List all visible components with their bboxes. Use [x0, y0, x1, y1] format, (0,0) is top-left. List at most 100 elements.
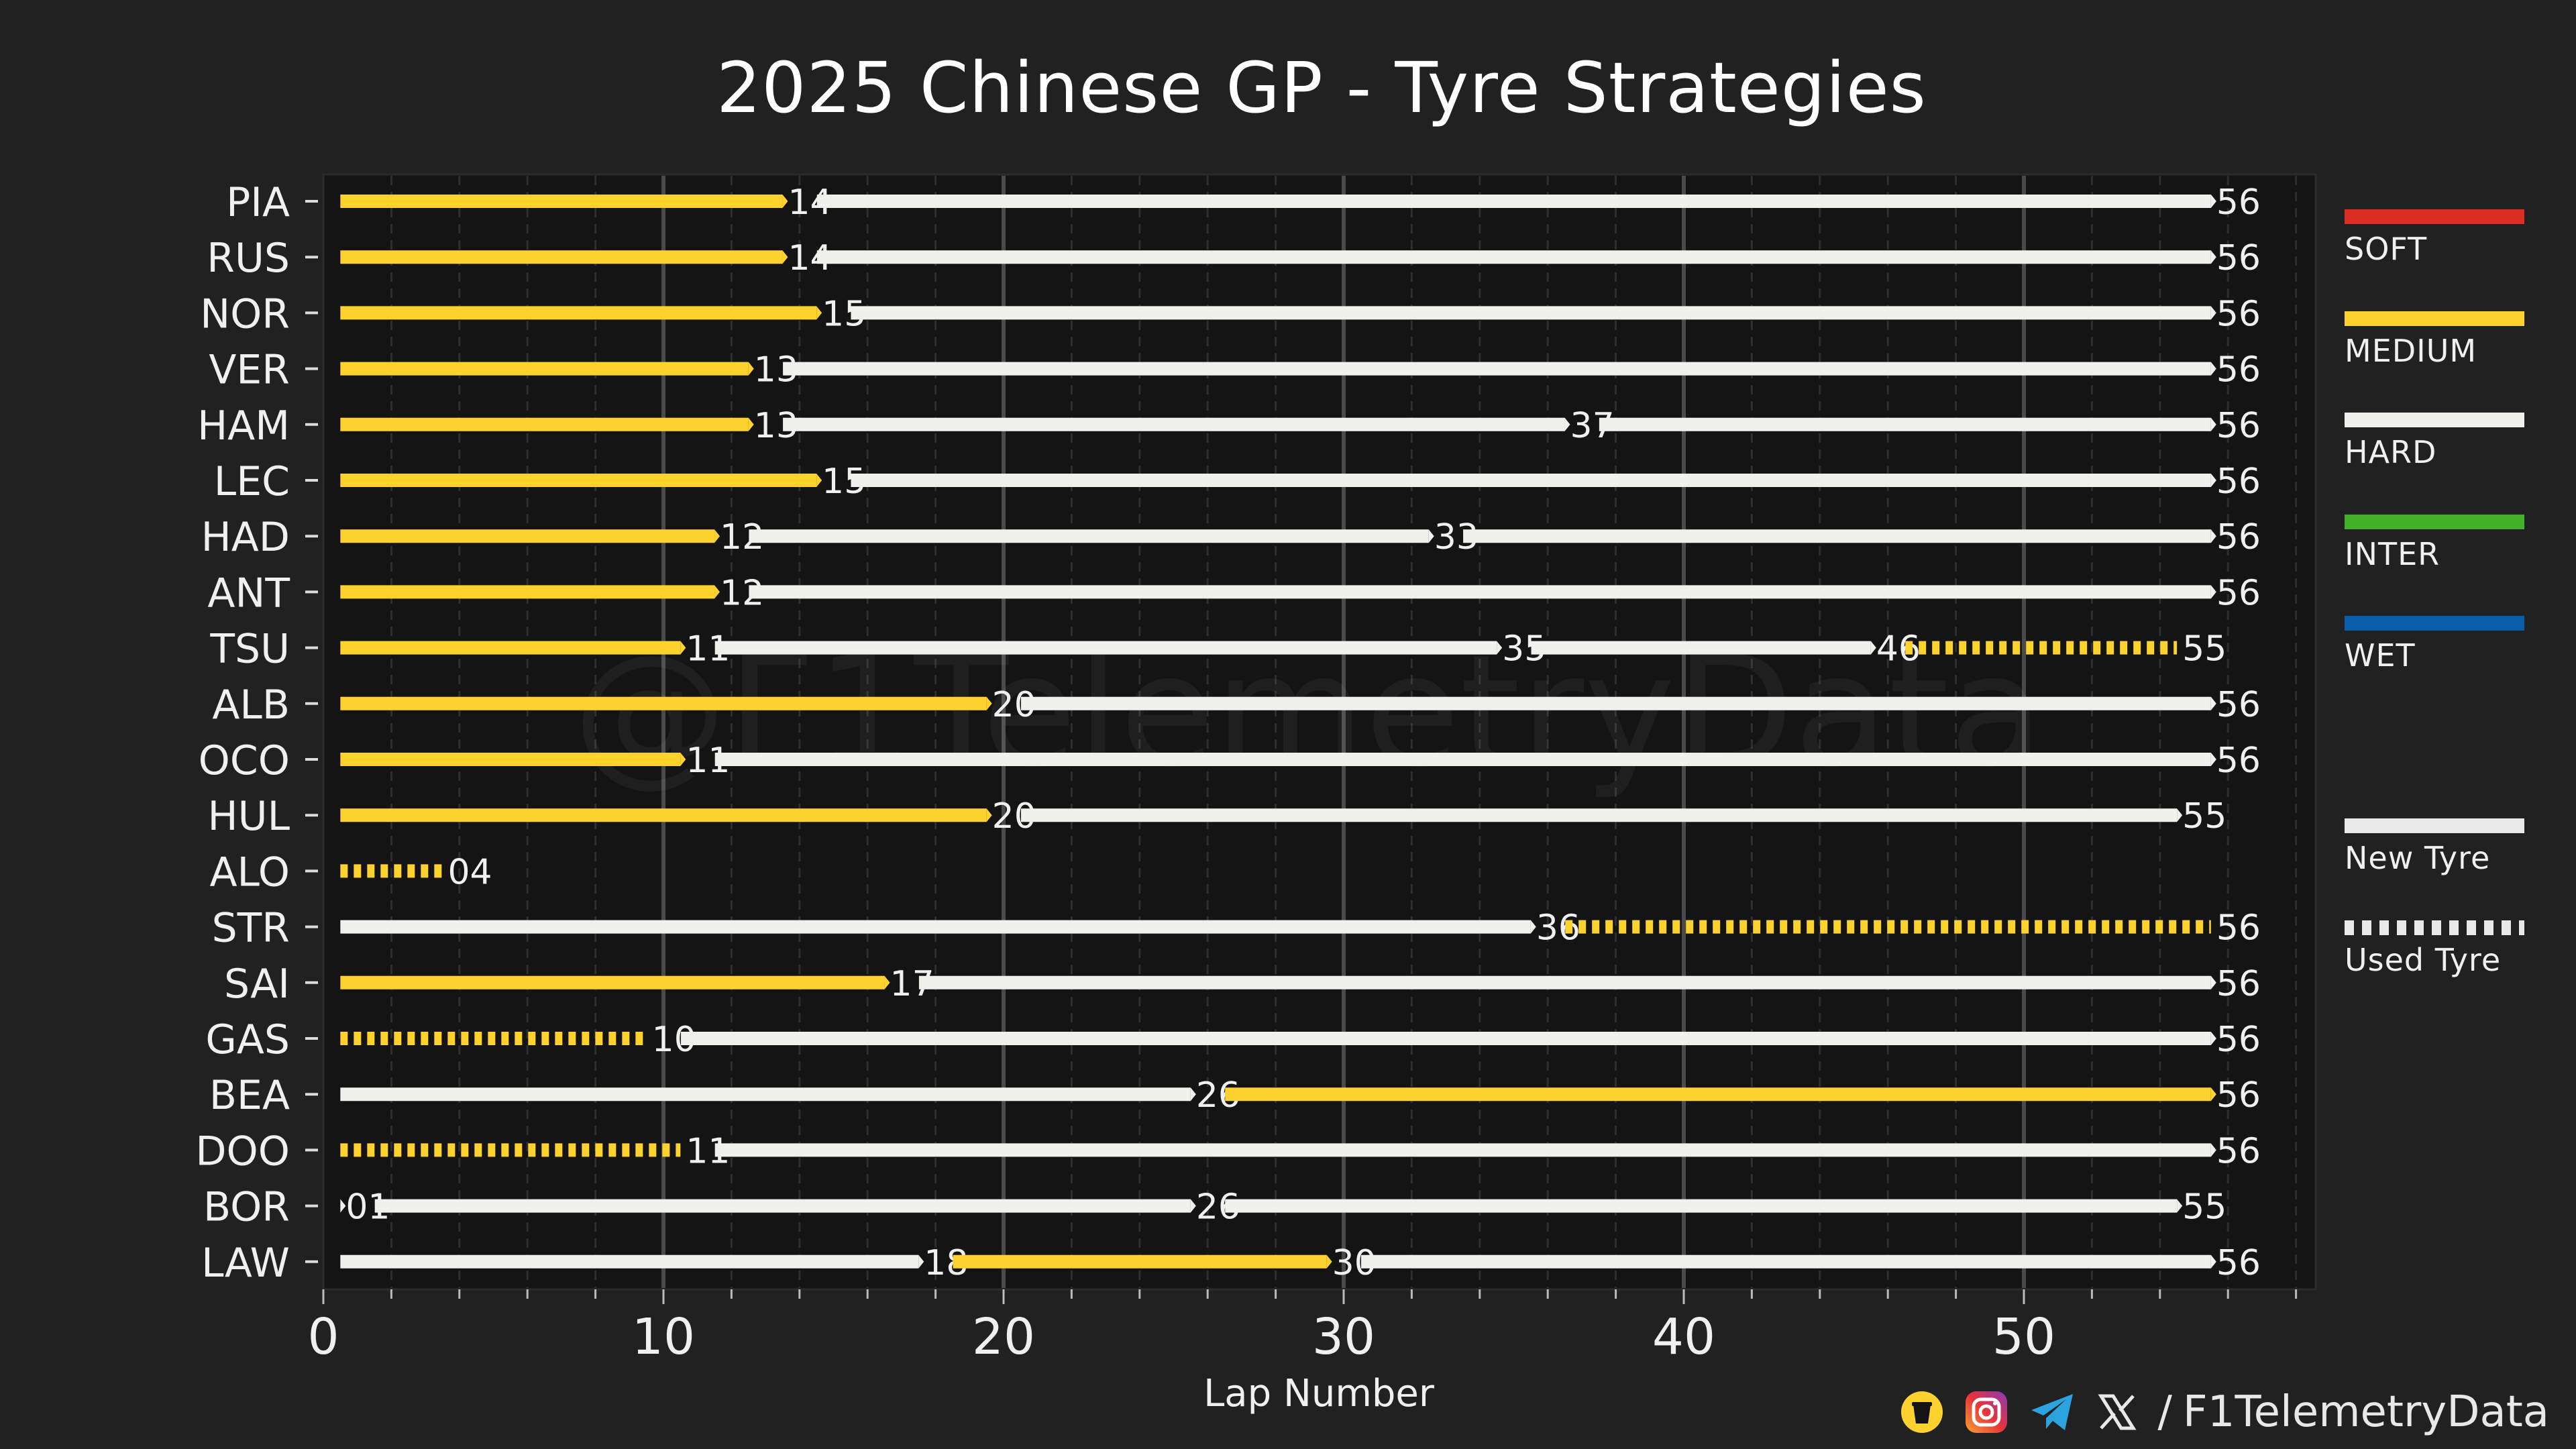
x-tick-label: 20	[972, 1308, 1035, 1366]
x-tick-label: 10	[632, 1308, 695, 1366]
stint-end-label: 55	[2182, 629, 2226, 669]
stint-end-label: 56	[2216, 350, 2261, 390]
legend-item-hard: HARD	[2345, 413, 2532, 470]
footer-separator: /	[2157, 1387, 2172, 1437]
stint-bar-tip	[680, 641, 686, 655]
stint-end-label: 56	[2216, 1243, 2261, 1283]
stint-bar-tip	[2210, 975, 2216, 989]
legend-label-hard: HARD	[2345, 434, 2437, 470]
stint-bar-tip	[680, 753, 686, 766]
stint-bar-tip	[1530, 920, 1536, 934]
instagram-icon[interactable]	[1964, 1390, 2008, 1434]
legend-swatch-wet	[2345, 616, 2524, 631]
legend-swatch-medium	[2345, 311, 2524, 326]
legend-swatch-inter	[2345, 515, 2524, 529]
stint-end-label: 56	[2216, 908, 2261, 949]
stint-bar-tip	[816, 474, 822, 487]
legend-item-new-tyre: New Tyre	[2345, 818, 2532, 876]
stint-bar-tip	[714, 585, 720, 599]
stint-bar-tip	[1190, 1199, 1196, 1213]
stint-bar-tip	[2210, 362, 2216, 376]
y-tick-label: GAS	[205, 1016, 290, 1063]
stint-end-label: 04	[447, 852, 492, 892]
stint-bar-tip	[1870, 641, 1876, 655]
stint-end-label: 56	[2216, 517, 2261, 557]
legend-swatch-new-tyre	[2345, 818, 2524, 833]
stint-end-label: 36	[1536, 908, 1580, 949]
stint-bar-tip	[2210, 585, 2216, 599]
stint-bar-tip	[918, 1254, 924, 1269]
x-tick-label: 40	[1652, 1308, 1715, 1366]
stint-end-label: 46	[1876, 629, 1921, 669]
y-tick-label: VER	[209, 347, 290, 394]
y-tick-label: HAM	[197, 402, 290, 449]
stint-bar-tip	[2210, 696, 2216, 710]
stint-bar-tip	[2210, 1143, 2216, 1157]
stint-end-label: 56	[2216, 1020, 2261, 1060]
stint-bar-tip	[2210, 1254, 2216, 1269]
y-tick-label: PIA	[226, 179, 290, 226]
legend-item-wet: WET	[2345, 616, 2532, 674]
legend-label-new-tyre: New Tyre	[2345, 840, 2491, 876]
x-axis-label: Lap Number	[1203, 1372, 1435, 1415]
y-tick-label: DOO	[195, 1128, 290, 1175]
stint-end-label: 55	[2182, 1187, 2226, 1228]
stint-bar-tip	[2210, 529, 2216, 543]
y-tick-label: RUS	[207, 235, 290, 282]
y-tick-label: BOR	[203, 1184, 290, 1231]
legend-item-inter: INTER	[2345, 515, 2532, 572]
stint-bar-tip	[884, 975, 890, 989]
stint-bar-tip	[782, 195, 788, 208]
stint-bar-tip	[1428, 529, 1434, 543]
stint-end-label: 56	[2216, 573, 2261, 613]
stint-bar-tip	[986, 808, 992, 822]
y-axis: PIA RUS NOR VER HAM LEC HAD ANT TSU ALB OCO HUL ALO S…	[195, 179, 318, 1287]
stint-bar-tip	[2177, 1199, 2183, 1213]
y-tick-label: BEA	[209, 1072, 290, 1119]
stint-bar-tip	[2210, 250, 2216, 264]
stint-bar-tip	[2210, 1032, 2216, 1045]
y-tick-label: HAD	[201, 514, 290, 561]
y-tick-label: NOR	[200, 290, 290, 337]
stint-bar-tip	[2177, 808, 2183, 822]
legend-label-soft: SOFT	[2345, 231, 2428, 267]
stint-bar-tip	[2210, 417, 2216, 431]
buymeacoffee-icon[interactable]	[1900, 1390, 1944, 1434]
y-tick-label: LEC	[214, 458, 290, 505]
stint-end-label: 56	[2216, 964, 2261, 1004]
stint-end-label: 56	[2216, 238, 2261, 278]
legend-label-wet: WET	[2345, 637, 2416, 674]
y-tick-label: ALB	[212, 682, 290, 729]
x-icon[interactable]	[2097, 1392, 2137, 1432]
stint-end-label: 55	[2182, 796, 2226, 837]
footer-handle[interactable]: F1TelemetryData	[2182, 1387, 2549, 1437]
stint-end-label: 56	[2216, 406, 2261, 446]
y-tick-label: ALO	[209, 849, 290, 896]
y-tick-label: OCO	[199, 737, 290, 784]
stint-end-label: 56	[2216, 1075, 2261, 1116]
stint-bar-tip	[2210, 753, 2216, 766]
stint-end-label: 56	[2216, 462, 2261, 502]
stint-end-label: 56	[2216, 182, 2261, 223]
stint-bar-tip	[986, 696, 992, 710]
x-tick-label: 30	[1312, 1308, 1375, 1366]
y-tick-label: ANT	[207, 570, 290, 616]
stint-bar-tip	[748, 362, 754, 376]
footer: / F1TelemetryData	[1900, 1387, 2549, 1437]
y-tick-label: HUL	[208, 793, 290, 840]
stint-bar-tip	[2210, 474, 2216, 487]
telegram-icon[interactable]	[2029, 1390, 2077, 1434]
stint-bar-tip	[1497, 641, 1503, 655]
stint-bar-tip	[340, 1199, 346, 1213]
legend-item-medium: MEDIUM	[2345, 311, 2532, 369]
stint-bar-tip	[1564, 417, 1570, 431]
chart-title: 2025 Chinese GP - Tyre Strategies	[716, 47, 1927, 129]
plot-area	[322, 173, 2317, 1291]
stint-bar-tip	[782, 250, 788, 264]
stint-bar-tip	[748, 417, 754, 431]
grid	[390, 176, 2298, 1288]
legend-swatch-hard	[2345, 413, 2524, 427]
stint-bar-tip	[816, 306, 822, 320]
